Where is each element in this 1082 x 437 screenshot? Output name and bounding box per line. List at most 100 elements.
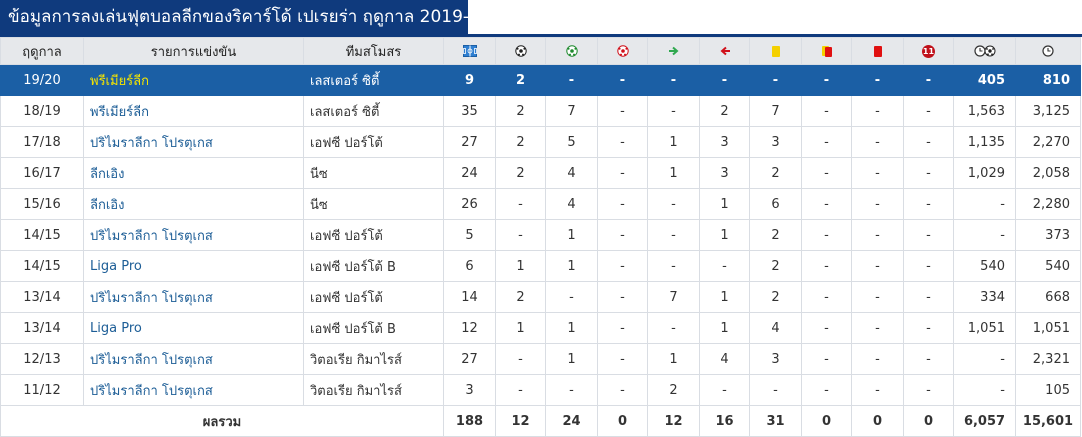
sub-out-cell: - — [699, 374, 750, 406]
assists-cell: 1 — [545, 343, 598, 375]
yellow-cell: 2 — [749, 250, 802, 282]
apps-cell: 6 — [443, 250, 496, 282]
penalty-goals-cell: - — [903, 157, 954, 189]
competition-link[interactable]: พรีเมียร์ลีก — [83, 64, 304, 96]
second-yellow-cell: - — [801, 126, 852, 158]
minutes-played-header[interactable] — [1015, 37, 1081, 65]
min-per-goal-cell: 405 — [953, 64, 1016, 96]
competition-link[interactable]: Liga Pro — [83, 312, 304, 344]
competition-link[interactable]: ปริไมราลีกา โปรตุเกส — [83, 219, 304, 251]
sub-in-cell: - — [647, 64, 700, 96]
team-header[interactable]: ทีมสโมสร — [303, 37, 444, 65]
apps-cell: 14 — [443, 281, 496, 313]
penalty-goals-cell: - — [903, 343, 954, 375]
assists-cell: 1 — [545, 312, 598, 344]
own-goals-header[interactable] — [597, 37, 648, 65]
min-per-goal-cell: 1,135 — [953, 126, 1016, 158]
sub-in-cell: - — [647, 250, 700, 282]
own-goal-ball-icon — [616, 45, 629, 57]
competition-link[interactable]: ปริไมราลีกา โปรตุเกส — [83, 126, 304, 158]
red-cell: - — [851, 250, 904, 282]
table-row: 13/14 ปริไมราลีกา โปรตุเกส เอฟซี ปอร์โต้ 14… — [0, 281, 1081, 313]
apps-cell: 9 — [443, 64, 496, 96]
appearances-header[interactable] — [443, 37, 496, 65]
sub-out-cell: 4 — [699, 343, 750, 375]
apps-cell: 27 — [443, 343, 496, 375]
yellow-cell: 3 — [749, 126, 802, 158]
table-row: 17/18 ปริไมราลีกา โปรตุเกส เอฟซี ปอร์โต้ 27… — [0, 126, 1081, 158]
sub-out-arrow-icon — [719, 46, 730, 56]
minutes-cell: 668 — [1015, 281, 1081, 313]
total-penalty-goals: 0 — [903, 405, 954, 437]
competition-link[interactable]: Liga Pro — [83, 250, 304, 282]
competition-link[interactable]: ปริไมราลีกา โปรตุเกส — [83, 374, 304, 406]
own-goals-cell: - — [597, 95, 648, 127]
competition-link[interactable]: ปริไมราลีกา โปรตุเกส — [83, 281, 304, 313]
minutes-cell: 1,051 — [1015, 312, 1081, 344]
minutes-cell: 2,270 — [1015, 126, 1081, 158]
season-cell: 14/15 — [0, 219, 84, 251]
second-yellow-cell: - — [801, 188, 852, 220]
goals-cell: 2 — [495, 95, 546, 127]
sub-in-cell: - — [647, 95, 700, 127]
min-per-goal-cell: - — [953, 343, 1016, 375]
season-cell: 18/19 — [0, 95, 84, 127]
minutes-cell: 540 — [1015, 250, 1081, 282]
min-per-goal-cell: - — [953, 219, 1016, 251]
red-cell: - — [851, 95, 904, 127]
season-cell: 13/14 — [0, 281, 84, 313]
yellow-cards-header[interactable] — [749, 37, 802, 65]
minutes-per-goal-header[interactable] — [953, 37, 1016, 65]
second-yellow-header[interactable] — [801, 37, 852, 65]
own-goals-cell: - — [597, 250, 648, 282]
competition-link[interactable]: ปริไมราลีกา โปรตุเกส — [83, 343, 304, 375]
sub-in-cell: - — [647, 312, 700, 344]
second-yellow-cell: - — [801, 219, 852, 251]
competition-header[interactable]: รายการแข่งขัน — [83, 37, 304, 65]
second-yellow-cell: - — [801, 374, 852, 406]
min-per-goal-cell: 1,051 — [953, 312, 1016, 344]
penalty-goals-cell: - — [903, 219, 954, 251]
total-goals: 12 — [495, 405, 546, 437]
total-minutes: 15,601 — [1015, 405, 1081, 437]
competition-link[interactable]: ลีกเอิง — [83, 188, 304, 220]
red-cell: - — [851, 157, 904, 189]
yellow-cell: 7 — [749, 95, 802, 127]
assists-cell: 1 — [545, 219, 598, 251]
season-cell: 11/12 — [0, 374, 84, 406]
table-title: ข้อมูลการลงเล่นฟุตบอลลีกของริคาร์โด้ เปเ… — [0, 0, 468, 34]
team-cell: เอฟซี ปอร์โต้ B — [303, 312, 444, 344]
minutes-per-goal-icon — [973, 45, 995, 57]
penalty-goals-header[interactable]: 11 — [903, 37, 954, 65]
red-cards-header[interactable] — [851, 37, 904, 65]
competition-link[interactable]: พรีเมียร์ลีก — [83, 95, 304, 127]
sub-out-cell: 3 — [699, 126, 750, 158]
yellow-cell: 4 — [749, 312, 802, 344]
sub-out-header[interactable] — [699, 37, 750, 65]
total-sub-in: 12 — [647, 405, 700, 437]
table-row: 12/13 ปริไมราลีกา โปรตุเกส วิตอเรีย กิมาไร… — [0, 343, 1081, 375]
penalty-goals-cell: - — [903, 312, 954, 344]
goals-cell: 1 — [495, 312, 546, 344]
yellow-cell: 6 — [749, 188, 802, 220]
sub-out-cell: 2 — [699, 95, 750, 127]
red-cell: - — [851, 312, 904, 344]
team-cell: เอฟซี ปอร์โต้ — [303, 126, 444, 158]
season-header[interactable]: ฤดูกาล — [0, 37, 84, 65]
sub-in-cell: 1 — [647, 157, 700, 189]
second-yellow-cell: - — [801, 343, 852, 375]
yellow-cell: - — [749, 374, 802, 406]
goals-cell: 2 — [495, 126, 546, 158]
sub-in-header[interactable] — [647, 37, 700, 65]
assists-ball-icon — [565, 45, 578, 57]
goals-header[interactable] — [495, 37, 546, 65]
assists-header[interactable] — [545, 37, 598, 65]
assists-cell: - — [545, 281, 598, 313]
apps-cell: 12 — [443, 312, 496, 344]
competition-link[interactable]: ลีกเอิง — [83, 157, 304, 189]
penalty-goals-cell: - — [903, 95, 954, 127]
sub-out-cell: - — [699, 250, 750, 282]
assists-cell: 4 — [545, 188, 598, 220]
career-stats-table: ฤดูกาล รายการแข่งขัน ทีมสโมสร — [0, 37, 1081, 437]
sub-in-cell: 2 — [647, 374, 700, 406]
